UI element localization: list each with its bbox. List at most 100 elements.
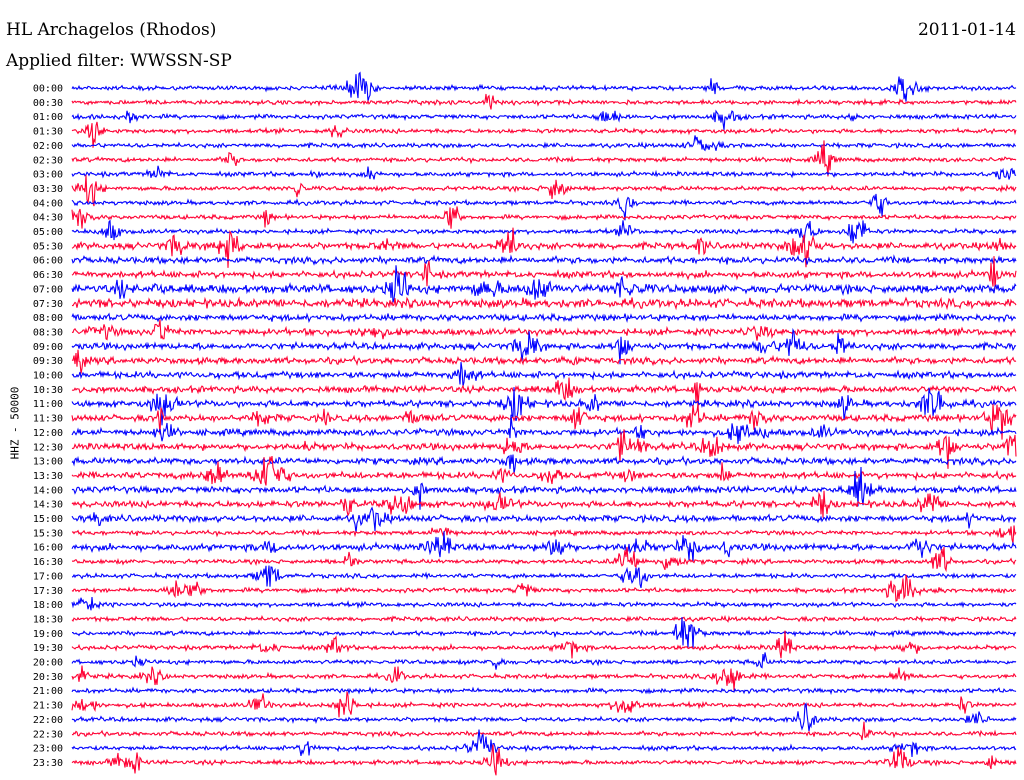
- trace-0800: [71, 312, 1017, 323]
- time-tick-label: 15:00: [33, 514, 63, 525]
- time-tick-label: 13:30: [33, 471, 63, 482]
- time-tick-label: 16:00: [33, 543, 63, 554]
- time-tick-label: 18:30: [33, 614, 63, 625]
- time-tick-label: 05:00: [33, 227, 63, 238]
- trace-1030: [71, 377, 1017, 408]
- time-tick-label: 23:30: [33, 758, 63, 769]
- trace-1500: [71, 506, 1017, 533]
- trace-1800: [71, 596, 1017, 611]
- trace-1600: [71, 531, 1017, 563]
- trace-1730: [71, 574, 1017, 602]
- trace-2130: [71, 691, 1017, 718]
- trace-1200: [71, 414, 1017, 444]
- trace-1130: [71, 404, 1017, 440]
- trace-2330: [71, 744, 1017, 776]
- trace-0600: [71, 254, 1017, 266]
- trace-1930: [71, 630, 1017, 659]
- filter-label: Applied filter: WWSSN-SP: [6, 51, 232, 71]
- trace-2230: [71, 721, 1017, 741]
- trace-0830: [71, 319, 1017, 341]
- time-tick-label: 13:00: [33, 457, 63, 468]
- date-label: 2011-01-14: [917, 20, 1016, 40]
- trace-1230: [71, 429, 1017, 469]
- trace-0500: [71, 219, 1017, 244]
- time-tick-label: 11:00: [33, 399, 63, 410]
- time-tick-label: 14:00: [33, 485, 63, 496]
- time-tick-label: 14:30: [33, 500, 63, 511]
- trace-0700: [71, 265, 1017, 303]
- time-tick-label: 17:30: [33, 586, 63, 597]
- time-tick-label: 06:30: [33, 270, 63, 281]
- time-tick-label: 07:30: [33, 299, 63, 310]
- time-tick-label: 19:30: [33, 643, 63, 654]
- trace-0730: [71, 296, 1017, 311]
- time-tick-label: 00:00: [33, 84, 63, 95]
- trace-0030: [71, 93, 1017, 110]
- time-tick-label: 23:00: [33, 744, 63, 755]
- trace-1400: [71, 466, 1017, 510]
- trace-0300: [71, 165, 1017, 180]
- time-tick-label: 02:00: [33, 141, 63, 152]
- time-tick-label: 20:00: [33, 658, 63, 669]
- time-tick-label: 01:30: [33, 127, 63, 138]
- trace-1430: [71, 490, 1017, 518]
- trace-0430: [71, 206, 1017, 229]
- trace-1700: [71, 565, 1017, 589]
- time-tick-label: 21:30: [33, 701, 63, 712]
- trace-0400: [71, 193, 1017, 221]
- time-tick-label: 08:00: [33, 313, 63, 324]
- trace-1900: [72, 616, 1017, 649]
- time-tick-label: 10:00: [33, 371, 63, 382]
- trace-1830: [71, 614, 1017, 623]
- trace-1330: [71, 455, 1017, 486]
- trace-0130: [71, 121, 1017, 148]
- trace-1300: [71, 454, 1017, 474]
- trace-0200: [71, 135, 1017, 152]
- trace-2300: [71, 729, 1017, 758]
- time-tick-label: 08:30: [33, 327, 63, 338]
- station-title: HL Archagelos (Rhodos): [6, 20, 217, 40]
- trace-0900: [71, 327, 1017, 365]
- time-tick-label: 12:00: [33, 428, 63, 439]
- time-tick-label: 09:30: [33, 356, 63, 367]
- trace-0330: [71, 175, 1017, 207]
- time-tick-label: 16:30: [33, 557, 63, 568]
- trace-0530: [71, 227, 1017, 268]
- time-tick-label: 11:30: [33, 414, 63, 425]
- trace-0230: [71, 140, 1017, 177]
- trace-2200: [71, 702, 1017, 732]
- trace-1000: [71, 362, 1017, 387]
- trace-0100: [71, 109, 1017, 130]
- trace-0000: [71, 71, 1017, 102]
- time-tick-label: 20:30: [33, 672, 63, 683]
- time-tick-label: 05:30: [33, 241, 63, 252]
- trace-2100: [71, 686, 1017, 696]
- time-tick-label: 07:00: [33, 284, 63, 295]
- time-tick-label: 03:30: [33, 184, 63, 195]
- time-tick-label: 06:00: [33, 256, 63, 267]
- trace-1530: [71, 525, 1017, 544]
- trace-0630: [71, 256, 1017, 290]
- time-tick-label: 17:00: [33, 571, 63, 582]
- trace-0930: [71, 349, 1017, 374]
- time-tick-label: 04:00: [33, 198, 63, 209]
- time-tick-label: 09:00: [33, 342, 63, 353]
- time-tick-label: 19:00: [33, 629, 63, 640]
- time-tick-label: 15:30: [33, 528, 63, 539]
- time-tick-label: 22:00: [33, 715, 63, 726]
- time-tick-label: 10:30: [33, 385, 63, 396]
- time-tick-label: 22:30: [33, 729, 63, 740]
- time-tick-label: 00:30: [33, 98, 63, 109]
- trace-2030: [71, 665, 1017, 691]
- time-tick-label: 21:00: [33, 686, 63, 697]
- time-tick-label: 03:00: [33, 170, 63, 181]
- time-tick-label: 04:30: [33, 213, 63, 224]
- time-tick-label: 12:30: [33, 442, 63, 453]
- trace-2000: [71, 652, 1017, 670]
- trace-1100: [71, 387, 1017, 426]
- time-tick-label: 01:00: [33, 112, 63, 123]
- time-tick-label: 18:00: [33, 600, 63, 611]
- trace-1630: [71, 546, 1017, 573]
- time-tick-label: 02:30: [33, 155, 63, 166]
